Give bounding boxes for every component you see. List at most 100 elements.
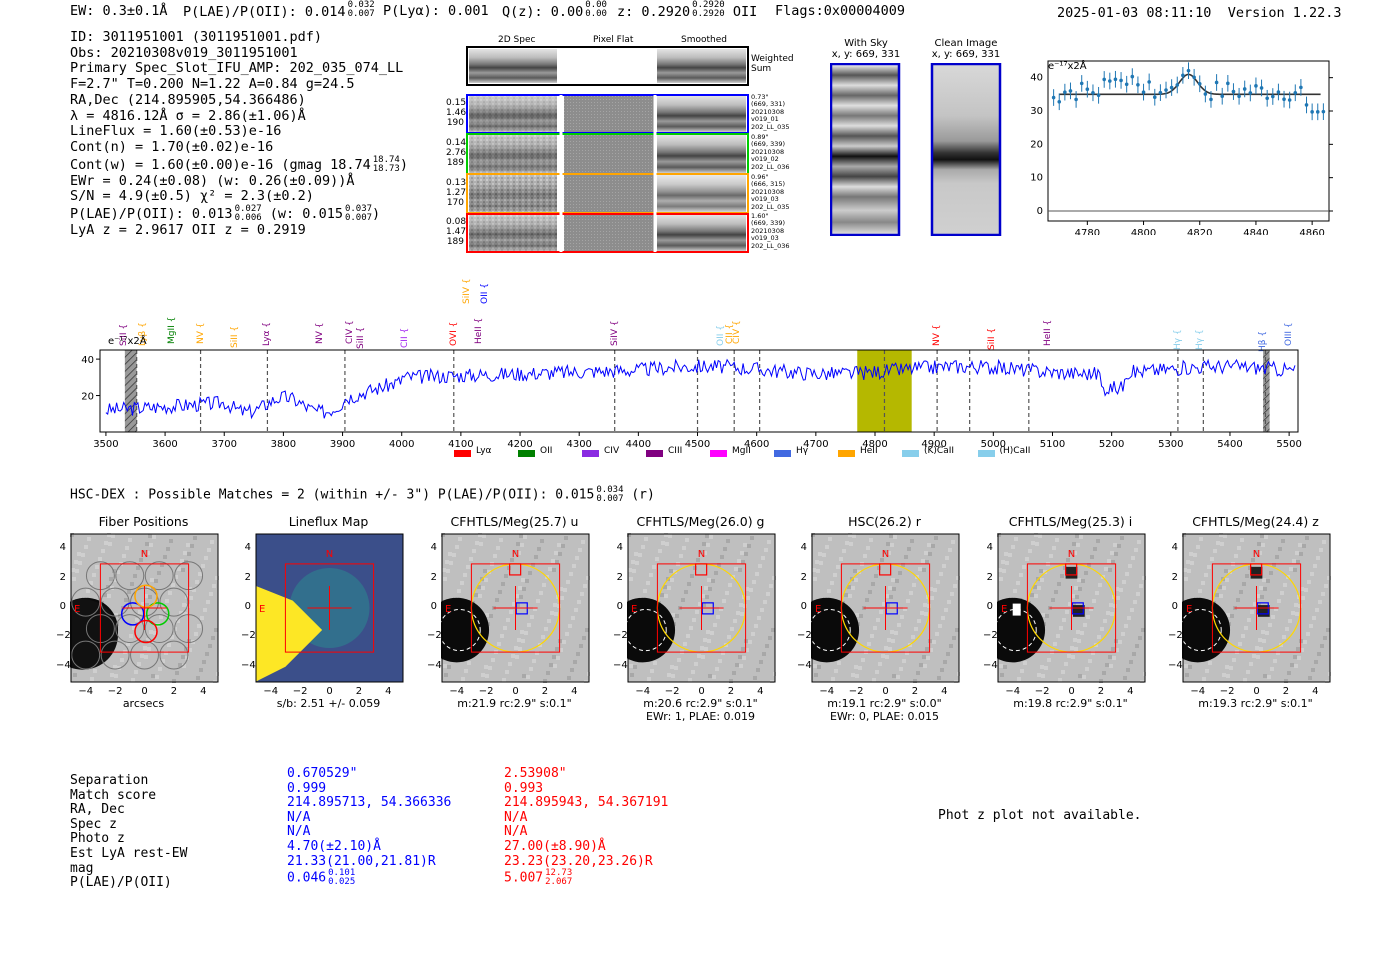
panel-xtick: 0	[698, 686, 705, 697]
panel-ytick: 4	[244, 542, 251, 554]
panel-title: CFHTLS/Meg(26.0) g	[636, 514, 765, 529]
zoom-data-point	[1108, 79, 1112, 83]
panel-caption: s/b: 2.51 +/- 0.059	[276, 697, 381, 710]
table-col2-value: 23.23(23.20,23.26)R	[504, 853, 653, 869]
info-radec: RA,Dec (214.895905,54.366486)	[70, 91, 306, 108]
legend-swatch	[646, 450, 663, 457]
clean-image-title: Clean Image x, y: 669, 331	[931, 38, 1001, 60]
panel-xtick: −4	[635, 686, 651, 697]
cutout-row-2-left: 0.14 2.76 189	[446, 138, 467, 168]
zoom-data-point	[1310, 110, 1314, 114]
panel-image-5: NE	[811, 533, 960, 683]
zoom-data-point	[1220, 94, 1225, 99]
info-lyaz: LyA z = 2.9617 OII z = 0.2919	[70, 222, 306, 239]
spectrum-xtick: 3900	[330, 439, 355, 450]
zoom-data-point	[1057, 99, 1062, 104]
zoom-data-point	[1136, 82, 1140, 87]
panel-ytick: 2	[616, 571, 623, 583]
panel-xtick: −4	[819, 686, 835, 697]
spectrum-xtick: 5500	[1276, 439, 1301, 450]
panel-ytick: −2	[427, 630, 442, 642]
line-highlight-band	[857, 350, 912, 432]
legend-label: Hγ	[796, 446, 809, 456]
zoom-data-point	[1152, 95, 1157, 100]
panel-xtick: −2	[664, 686, 680, 697]
panel-xtick: 0	[326, 686, 333, 697]
table-col2-value: 2.53908"	[504, 766, 567, 781]
fiber-row-4	[466, 213, 749, 253]
cutout-row-4-left: 0.08 1.47 189	[446, 217, 467, 247]
legend-label: CIV	[604, 446, 620, 456]
panel-ytick: −4	[241, 659, 256, 671]
panel-caption: m:19.1 rc:2.9" s:0.0"	[827, 697, 942, 710]
match-table-col1: 0.670529" 0.999 214.895713, 54.366336 N/A N/…	[287, 766, 451, 887]
panel-xtick: 4	[200, 686, 207, 697]
panel-ytick: −4	[983, 659, 998, 671]
zoom-data-point	[1226, 81, 1230, 86]
match-table-labels: Separation Match score RA, Dec Spec z Photo …	[70, 773, 187, 891]
zoom-xtick: 4780	[1075, 228, 1100, 235]
zoom-data-point	[1321, 109, 1326, 114]
masked-region-left	[124, 350, 137, 432]
panel-ytick: −4	[1168, 659, 1183, 671]
legend-label: Lyα	[476, 446, 492, 456]
panel-ytick: 4	[1171, 542, 1178, 554]
spectrum-xtick: 4300	[566, 439, 591, 450]
table-col2-value: 27.00(±8.90)Å	[504, 838, 606, 854]
zoom-data-point	[1304, 103, 1309, 107]
table-col2-value: 5.007 12.73 2.067	[504, 868, 573, 888]
panel-xtick: 4	[757, 686, 764, 697]
panel-xtick: 0	[882, 686, 889, 697]
hsc-title: HSC-DEX : Possible Matches = 2 (within +…	[70, 485, 655, 504]
zoom-data-point	[1287, 98, 1292, 102]
cutout-grid	[466, 46, 749, 253]
panel-ytick: −2	[56, 630, 71, 642]
info-ewr: EWr = 0.24(±0.08) (w: 0.26(±0.09))Å	[70, 172, 355, 189]
panel-image-7: NE	[1182, 533, 1331, 683]
panel-xtick: 2	[170, 686, 178, 697]
spectrum-xtick: 5000	[981, 439, 1006, 450]
zoom-data-point	[1051, 95, 1056, 100]
cutout-row-1-right: 0.73" (669, 331) 20210308 v019_01 202_LL_035	[751, 93, 790, 131]
info-obs: Obs: 20210308v019_3011951001	[70, 44, 298, 61]
panel-ytick: 4	[800, 542, 807, 554]
zoom-xtick: 4820	[1187, 228, 1212, 235]
zoom-data-point	[1085, 87, 1090, 92]
panel-xtick: −2	[1219, 686, 1235, 697]
panel-title: Lineflux Map	[288, 514, 369, 529]
table-col1-value: N/A	[287, 824, 311, 840]
table-col2-value: 0.993	[504, 780, 544, 796]
spectrum-line-label: SiIV {	[461, 278, 472, 304]
panel-xtick: −2	[107, 686, 123, 697]
cutout-row-3-right: 0.96" (666, 315) 20210308 v019_03 202_LL_035	[751, 173, 790, 211]
spectrum-line-label: OII {	[479, 283, 490, 304]
zoom-xtick: 4800	[1131, 228, 1156, 235]
zoom-ytick: 40	[1030, 73, 1043, 84]
zoom-data-point	[1237, 94, 1241, 99]
table-col1-value: 4.70(±2.10)Å	[287, 838, 381, 854]
zoom-ytick: 10	[1030, 173, 1043, 184]
cutout-row-1-left: 0.15 1.46 190	[446, 98, 467, 128]
panel-ytick: 0	[986, 601, 993, 612]
fiber-row-1	[466, 94, 749, 134]
panel-ytick: 4	[59, 542, 66, 554]
panel-title: CFHTLS/Meg(25.7) u	[450, 514, 579, 529]
panel-xtick: −2	[1034, 686, 1050, 697]
panel-xtick: 0	[141, 686, 148, 697]
zoom-data-point	[1231, 89, 1236, 94]
with-sky-title: With Sky x, y: 669, 331	[831, 38, 901, 60]
panel-xtick: 2	[911, 686, 919, 697]
east-label: E	[259, 604, 265, 615]
panel-xtick: 4	[385, 686, 392, 697]
panel-ytick: 2	[59, 571, 66, 583]
panel-xtick: 4	[941, 686, 948, 697]
panel-xtick: 2	[355, 686, 363, 697]
east-label: E	[815, 604, 821, 615]
info-contn: Cont(n) = 1.70(±0.02)e-16	[70, 138, 274, 155]
legend-label: (H)CaII	[999, 446, 1031, 456]
zoom-data-point	[1164, 88, 1168, 92]
zoom-data-point	[1186, 68, 1191, 73]
north-label: N	[882, 549, 889, 560]
spectrum-frame	[99, 349, 1299, 433]
cutout-col-flat: Pixel Flat	[593, 35, 634, 45]
